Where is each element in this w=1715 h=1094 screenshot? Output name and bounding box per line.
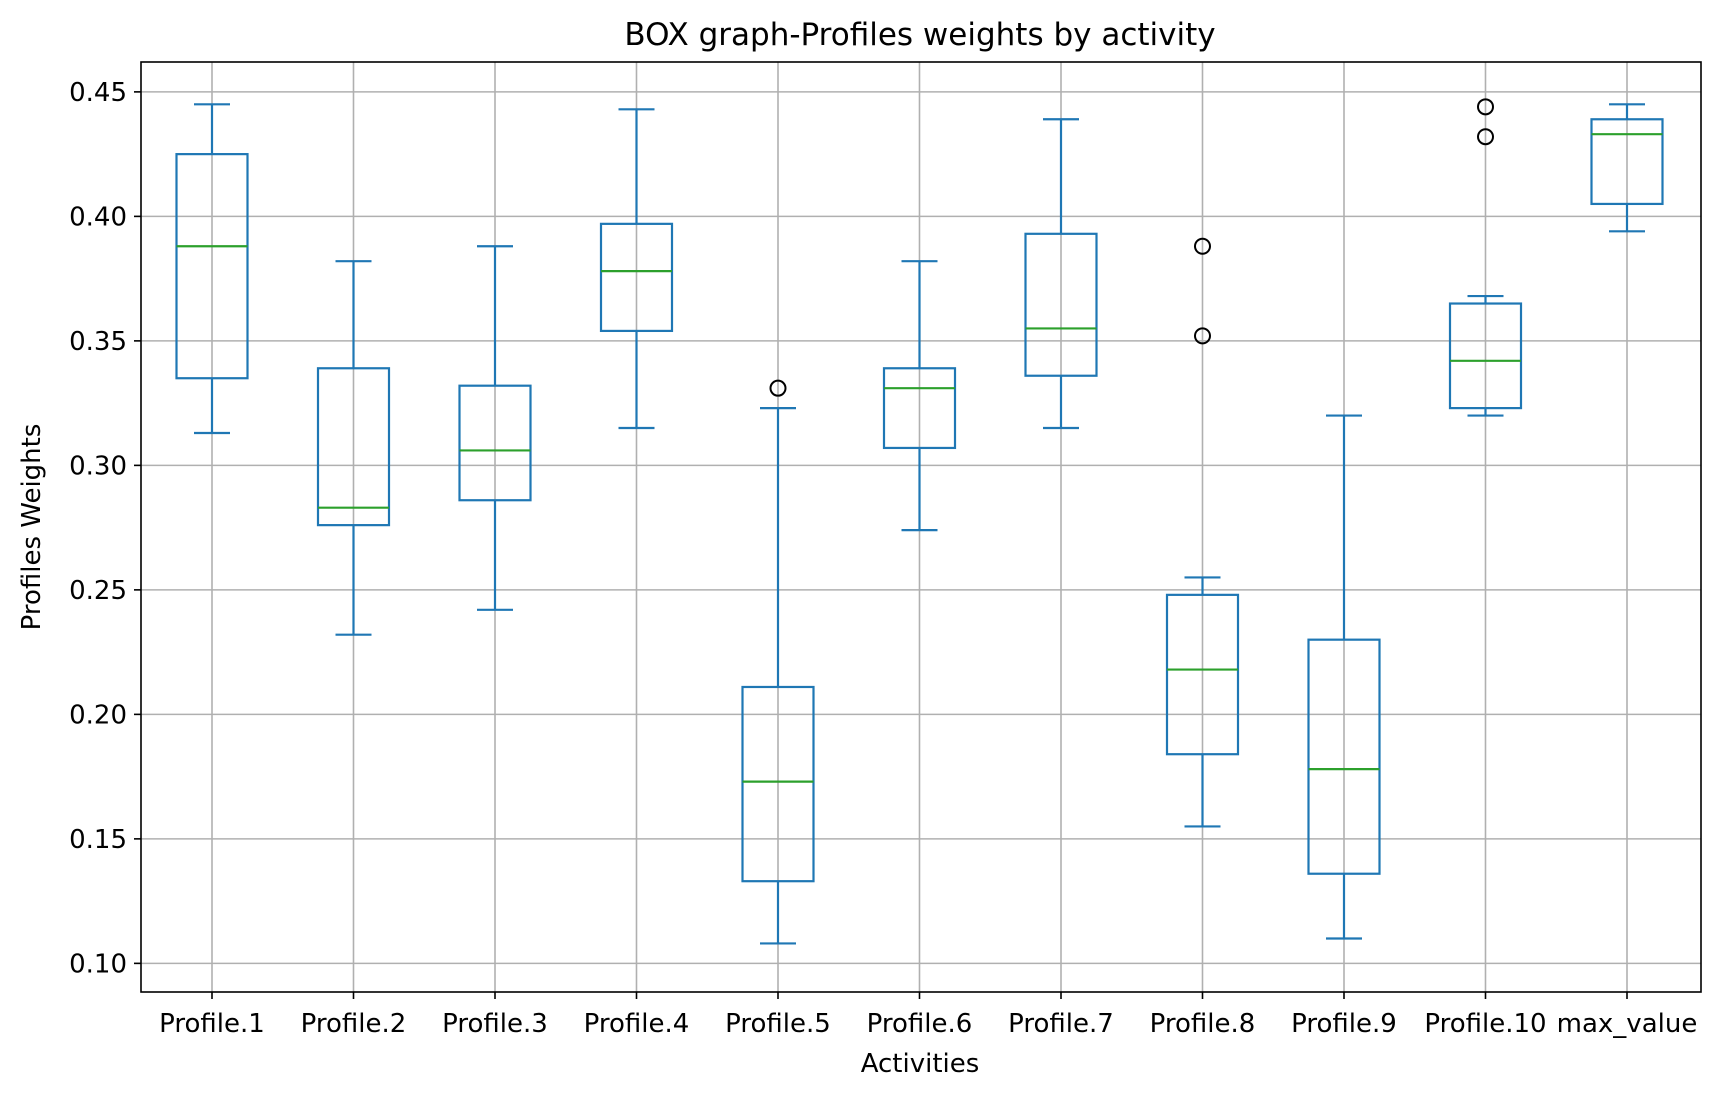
box-Profile.4	[599, 108, 674, 430]
box-iqr	[741, 685, 815, 883]
x-tick-label: Profile.2	[301, 1009, 407, 1039]
box-iqr	[1307, 638, 1381, 875]
y-tick-label: 0.10	[69, 949, 127, 979]
x-tick-label: Profile.8	[1150, 1009, 1256, 1039]
outlier-point	[1194, 327, 1211, 345]
box-iqr	[882, 367, 957, 450]
boxes-layer	[175, 98, 1664, 945]
y-tick-label: 0.35	[69, 327, 127, 357]
plot-area-frame	[140, 61, 1702, 993]
y-axis-ticks: 0.10 0.15 0.20 0.25 0.30 0.35 0.40 0.45	[69, 78, 141, 979]
x-axis-ticks: Profile.1 Profile.2 Profile.3 Profile.4 Prof…	[159, 992, 1697, 1039]
box-iqr	[458, 384, 532, 502]
x-tick-label: Profile.10	[1424, 1009, 1546, 1039]
outlier-point	[769, 379, 787, 397]
box-iqr	[316, 367, 391, 527]
x-tick-label: Profile.6	[867, 1009, 973, 1039]
y-tick-label: 0.30	[69, 451, 127, 481]
chart-title: BOX graph-Profiles weights by activity	[624, 17, 1215, 53]
box-Profile.1	[175, 103, 249, 435]
box-iqr	[1024, 232, 1098, 377]
box-Profile.10	[1448, 98, 1523, 417]
x-tick-label: Profile.1	[159, 1009, 265, 1039]
box-Profile.7	[1024, 118, 1098, 430]
x-tick-label: Profile.9	[1291, 1009, 1397, 1039]
x-tick-label: Profile.5	[725, 1009, 831, 1039]
y-axis-title: Profiles Weights	[17, 424, 47, 631]
box-Profile.5	[741, 379, 815, 945]
box-Profile.9	[1307, 414, 1381, 940]
y-tick-label: 0.25	[69, 576, 127, 606]
outlier-point	[1194, 237, 1211, 255]
y-tick-label: 0.40	[69, 202, 127, 232]
y-tick-label: 0.45	[69, 78, 127, 108]
x-tick-label: Profile.3	[442, 1009, 548, 1039]
outlier-point	[1477, 98, 1494, 116]
box-iqr	[599, 222, 674, 333]
outlier-point	[1477, 128, 1494, 146]
box-iqr	[1165, 593, 1240, 756]
y-tick-label: 0.20	[69, 700, 127, 730]
box-iqr	[1448, 302, 1523, 410]
box-iqr	[1590, 118, 1664, 206]
box-Profile.8	[1165, 237, 1240, 828]
y-tick-label: 0.15	[69, 825, 127, 855]
box-Profile.3	[458, 245, 532, 611]
x-tick-label: max_value	[1557, 1009, 1698, 1039]
x-tick-label: Profile.7	[1008, 1009, 1114, 1039]
box-Profile.6	[882, 260, 957, 532]
box-max_value	[1590, 103, 1664, 233]
box-iqr	[175, 153, 249, 380]
x-axis-title: Activities	[861, 1049, 980, 1079]
box-Profile.2	[316, 260, 391, 636]
x-tick-label: Profile.4	[584, 1009, 690, 1039]
